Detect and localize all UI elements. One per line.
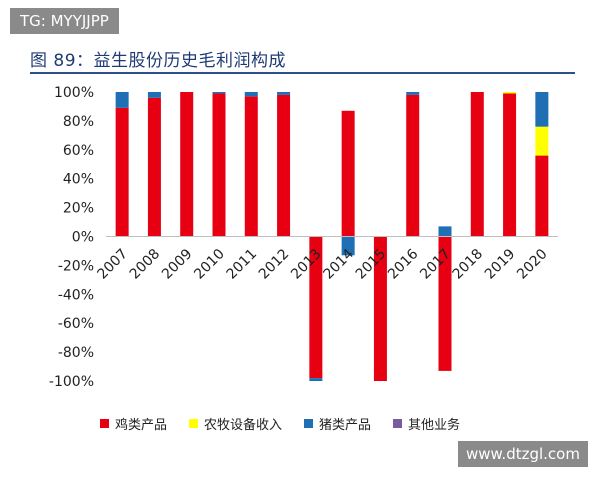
y-tick-label: 40% — [63, 172, 94, 188]
legend-item-other: 其他业务 — [393, 414, 460, 433]
bar-segment — [406, 92, 420, 95]
bar-segment — [535, 155, 549, 237]
legend-swatch-pig — [304, 419, 314, 428]
bar-segment — [115, 92, 129, 108]
y-tick-label: -60% — [58, 316, 94, 332]
legend-item-pig: 猪类产品 — [304, 414, 371, 433]
bar-segment — [503, 93, 517, 237]
bar-segment — [277, 92, 291, 95]
figure-title: 图 89：益生股份历史毛利润构成 — [30, 51, 287, 71]
title-divider — [30, 72, 575, 74]
legend-swatch-chicken — [100, 419, 109, 428]
bar-segment — [341, 236, 355, 256]
legend-label-pig: 猪类产品 — [319, 418, 372, 433]
legend-label-equipment: 农牧设备收入 — [204, 418, 283, 433]
legend-label-other: 其他业务 — [408, 418, 461, 433]
legend-item-chicken: 鸡类产品 — [100, 414, 167, 433]
x-tick-label: 2010 — [191, 246, 228, 283]
bar-segment — [147, 92, 161, 98]
bar-segment — [115, 107, 129, 237]
bar-segment — [212, 92, 226, 94]
bar-segment — [309, 236, 323, 379]
legend-item-equipment: 农牧设备收入 — [189, 414, 282, 433]
bar-segment — [438, 226, 452, 237]
watermark-bottom: www.dtzgl.com — [458, 441, 588, 467]
y-tick-label: -20% — [58, 258, 94, 274]
bar-segment — [212, 93, 226, 237]
bar-segment — [309, 378, 323, 381]
y-tick-label: 80% — [63, 114, 94, 130]
y-tick-label: -40% — [58, 287, 94, 303]
x-tick-label: 2016 — [385, 246, 422, 283]
y-tick-label: 0% — [72, 230, 94, 246]
legend-swatch-equipment — [189, 419, 199, 428]
bar-segment — [470, 92, 484, 237]
legend: 鸡类产品 农牧设备收入 猪类产品 其他业务 — [100, 414, 460, 433]
bar-segment — [341, 110, 355, 237]
x-tick-label: 2019 — [482, 246, 519, 283]
watermark-top: TG: MYYJJPP — [10, 8, 119, 34]
bar-segment — [438, 236, 452, 371]
y-tick-label: 100% — [54, 85, 94, 101]
x-tick-label: 2011 — [224, 246, 261, 283]
bar-segment — [406, 94, 420, 237]
bar-segment — [180, 92, 194, 237]
bar-segment — [373, 236, 387, 381]
bar-segment — [535, 92, 549, 127]
x-tick-label: 2007 — [94, 246, 131, 283]
x-tick-label: 2020 — [514, 246, 551, 283]
x-tick-label: 2018 — [450, 246, 487, 283]
bar-segment — [147, 97, 161, 237]
legend-label-chicken: 鸡类产品 — [115, 418, 168, 433]
legend-swatch-other — [393, 419, 403, 428]
x-tick-label: 2012 — [256, 246, 293, 283]
bar-segment — [244, 92, 258, 97]
bar-segment — [503, 92, 517, 94]
x-tick-label: 2008 — [127, 246, 164, 283]
bar-segment — [244, 96, 258, 237]
y-tick-label: 20% — [63, 201, 94, 217]
y-tick-label: -100% — [49, 374, 94, 390]
x-tick-label: 2009 — [159, 246, 196, 283]
y-tick-label: -80% — [58, 345, 94, 361]
y-tick-label: 60% — [63, 143, 94, 159]
bar-segment — [277, 94, 291, 237]
bar-segment — [535, 126, 549, 156]
